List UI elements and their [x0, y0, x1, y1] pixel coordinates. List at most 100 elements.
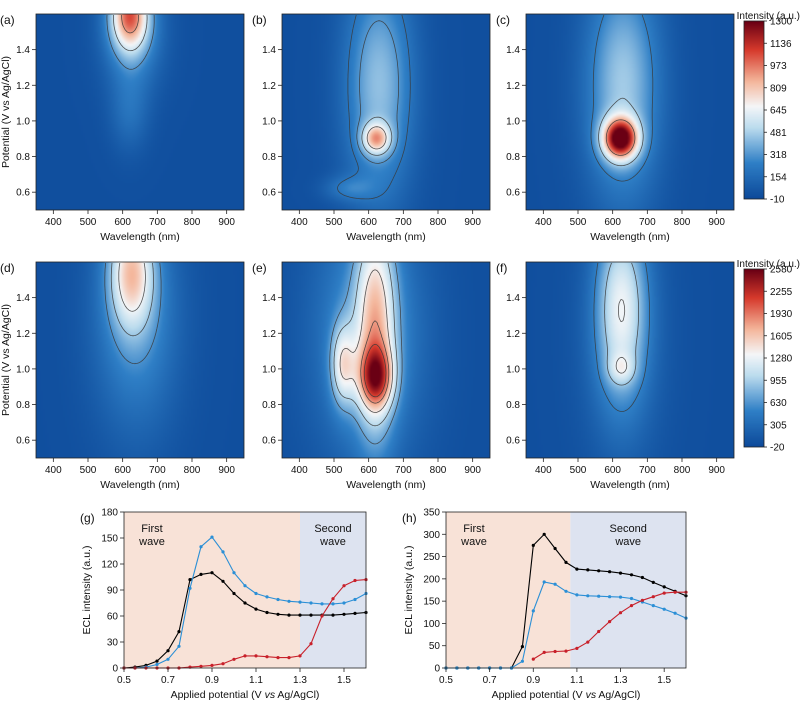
colorbar-title: Intensity (a.u.)	[737, 11, 800, 22]
y-tick-label: 0.6	[16, 188, 30, 199]
data-point-black	[640, 575, 645, 580]
x-axis-label-part: Applied potential (V	[492, 689, 586, 701]
region-label: First	[141, 523, 162, 535]
region-second-wave	[300, 512, 366, 668]
data-point-blue	[331, 602, 335, 606]
y-tick-label: 0.6	[506, 436, 520, 447]
y-tick-label: 0	[112, 664, 118, 675]
colorbar-gradient	[744, 21, 764, 199]
x-tick-label: 700	[149, 217, 166, 228]
x-tick-label: 400	[535, 465, 552, 476]
data-point-black	[210, 571, 214, 575]
y-tick-label: 1.2	[16, 329, 30, 340]
contour-line-d-1	[110, 262, 154, 337]
data-point-blue	[564, 589, 568, 593]
heatmap-panel-d: 400 500 600 700 800 900 0.6 0.8 1.0 1.2 1.4 Wavelen…	[0, 261, 245, 491]
x-tick-label: 800	[184, 465, 201, 476]
data-point-blue	[597, 594, 601, 598]
data-point-red	[629, 604, 634, 608]
colorbar-gradient	[744, 269, 764, 447]
data-point-black	[353, 611, 357, 616]
panel-label: (f)	[496, 261, 507, 275]
data-point-red	[662, 591, 666, 595]
x-tick-label: 900	[218, 465, 235, 476]
data-point-black	[629, 573, 634, 577]
heatmap-panel-f: 400 500 600 700 800 900 0.6 0.8 1.0 1.2 1.4 Wavelen…	[496, 261, 735, 491]
data-point-blue	[276, 597, 280, 602]
data-point-blue	[254, 591, 258, 596]
contour-line-e-2	[339, 269, 393, 413]
x-tick-label: 0.9	[526, 675, 540, 686]
data-point-red	[553, 649, 557, 654]
data-point-black	[155, 659, 159, 663]
y-tick-label: 1.4	[506, 45, 520, 56]
x-tick-label: 900	[708, 217, 725, 228]
y-tick-label: 0.8	[16, 400, 30, 411]
x-tick-label: 1.1	[249, 675, 263, 686]
data-point-blue	[575, 593, 579, 597]
data-point-red	[586, 640, 590, 644]
data-point-red	[199, 664, 203, 668]
x-axis-label: Wavelength (nm)	[590, 231, 670, 243]
data-point-blue	[553, 582, 557, 586]
x-tick-label: 700	[639, 465, 656, 476]
panel-label: (e)	[252, 261, 267, 275]
panel-label: (h)	[402, 511, 417, 525]
colorbar-tick-label: -10	[770, 195, 785, 206]
y-tick-label: 0.6	[262, 188, 276, 199]
x-tick-label: 700	[639, 217, 656, 228]
contour-line-c-2	[605, 119, 636, 156]
x-tick-label: 600	[604, 217, 621, 228]
heatmap-image-d	[36, 262, 244, 458]
region-label: Second	[610, 523, 647, 535]
data-point-black	[520, 645, 525, 649]
heatmap-image-a	[36, 14, 244, 210]
colorbar-tick-label: 2255	[770, 287, 793, 298]
x-axis-label-part: vs	[265, 689, 276, 701]
data-point-blue	[673, 611, 677, 615]
data-point-black	[331, 613, 335, 617]
y-tick-label: 0.8	[506, 152, 520, 163]
heatmap-panel-a: 400 500 600 700 800 900 0.6 0.8 1.0 1.2 1.4 Wavelen…	[0, 13, 245, 243]
contour-line-b-2	[361, 116, 393, 156]
data-point-black	[243, 601, 247, 605]
x-tick-label: 400	[535, 217, 552, 228]
y-tick-label: 0.8	[262, 152, 276, 163]
x-tick-label: 400	[291, 465, 308, 476]
y-tick-label: 60	[107, 612, 119, 623]
y-tick-label: 0.8	[506, 400, 520, 411]
data-point-red	[298, 654, 302, 658]
x-tick-label: 900	[464, 217, 481, 228]
colorbar-tick-label: 1136	[770, 39, 792, 50]
data-point-black	[309, 613, 313, 617]
data-point-black	[586, 568, 590, 572]
colorbar-bottom: Intensity (a.u.)2580 2255 1930 1605 1280 955 6…	[737, 259, 800, 454]
y-tick-label: 1.0	[262, 364, 276, 375]
x-tick-label: 600	[114, 217, 131, 228]
x-tick-label: 600	[360, 465, 377, 476]
x-axis-label: Wavelength (nm)	[346, 231, 426, 243]
data-point-blue	[342, 601, 346, 605]
data-point-red	[276, 656, 280, 660]
contour-line-b-1	[356, 20, 399, 164]
contour-line-e-3	[360, 320, 390, 404]
data-point-red	[353, 578, 357, 583]
contour-line-f-2	[615, 298, 628, 374]
y-tick-label: 0	[434, 664, 440, 675]
data-point-red	[221, 662, 225, 666]
y-tick-label: 0.6	[262, 436, 276, 447]
data-point-red	[564, 649, 568, 653]
data-point-black	[254, 607, 258, 611]
x-tick-label: 800	[184, 217, 201, 228]
colorbar-title: Intensity (a.u.)	[737, 259, 800, 270]
contour-line-b-3	[366, 126, 387, 150]
y-tick-label: 0.8	[262, 400, 276, 411]
y-tick-label: 1.4	[262, 293, 276, 304]
data-point-black	[342, 612, 346, 616]
data-point-blue	[651, 604, 655, 608]
contour-line-f-0	[593, 262, 650, 412]
x-tick-label: 1.5	[657, 675, 671, 686]
data-point-red	[531, 657, 535, 661]
x-axis-label: Wavelength (nm)	[590, 479, 670, 491]
data-point-red	[265, 655, 269, 659]
